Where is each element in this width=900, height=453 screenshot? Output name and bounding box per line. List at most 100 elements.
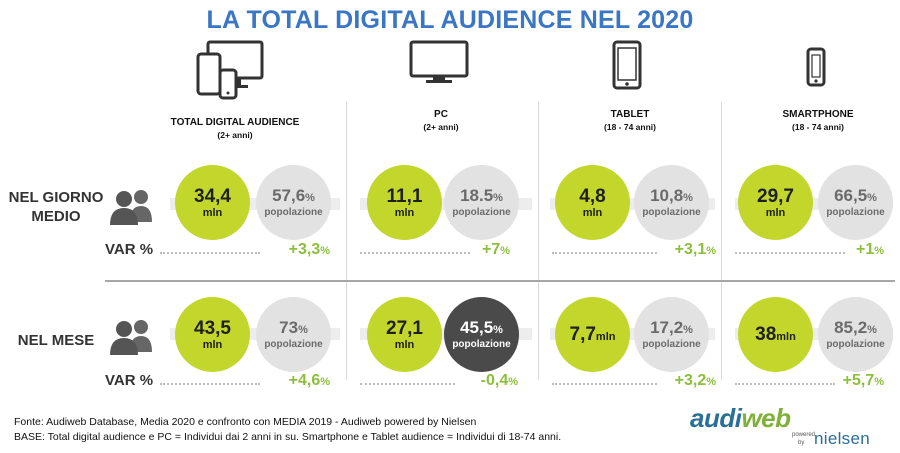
value-circle: 11,1 mln [367,165,442,240]
value-unit: mln [202,338,223,351]
logo-text-b: web [741,403,791,433]
pop-percent: 10,8 [650,185,684,205]
logo-text-a: audi [690,403,742,433]
value-circle: 27,1 mln [367,297,442,372]
column-header-name: PC [434,109,448,120]
row-label-line: NEL GIORNO [8,189,104,206]
people-icon [110,190,152,225]
percent-sign: % [867,191,877,204]
footer-base: BASE: Total digital audience e PC = Indi… [14,431,562,443]
dotted-leader [552,383,657,385]
pop-circle: 73% popolazione [256,297,331,372]
var-number: +3,2 [674,372,707,389]
pop-circle: 17,2% popolazione [634,297,709,372]
dotted-leader [160,252,260,254]
dotted-leader [360,252,470,254]
pop-label: popolazione [264,206,323,218]
dotted-leader [160,383,260,385]
row-label-giorno: NEL GIORNO MEDIO [8,188,104,226]
logo-by: by [798,440,805,446]
pop-label: popolazione [642,338,701,350]
value-unit: mln [394,338,415,351]
row-divider [105,280,895,282]
var-value: +7% [460,241,510,259]
column-header-sub: (18 - 74 anni) [792,122,844,132]
percent-sign: % [683,323,693,336]
value-number: 11,1 [386,185,423,207]
value-circle: 4,8 mln [555,165,630,240]
people-icon [110,320,152,355]
var-value: +3,1% [650,241,716,259]
audiweb-logo: audiweb powered by nielsen [690,404,890,450]
pop-percent: 18.5 [460,185,494,205]
logo-powered: powered [792,432,816,438]
percent-sign: % [320,376,330,388]
monitor-icon [409,40,469,83]
value-number: 43,5 [194,317,231,339]
dotted-leader [735,383,835,385]
pop-label: popolazione [452,206,511,218]
column-header-total: TOTAL DIGITAL AUDIENCE (2+ anni) [140,116,330,142]
var-number: +1 [855,241,875,258]
value-number: 4,8 [579,185,606,207]
var-number: -0,4 [480,372,509,389]
percent-sign: % [493,191,503,204]
percent-sign: % [508,376,518,388]
percent-sign: % [706,376,716,388]
pop-percent: 57,6 [272,185,306,205]
column-header-smartphone: SMARTPHONE (18 - 74 anni) [743,108,893,134]
pop-circle-highlight: 45,5% popolazione [444,297,519,372]
column-header-name: SMARTPHONE [782,109,854,120]
row-label-line: NEL MESE [17,332,95,349]
var-value: -0,4% [452,372,518,390]
pop-percent: 66,5 [834,185,868,205]
var-number: +7 [481,241,501,258]
column-header-sub: (2+ anni) [217,130,253,140]
percent-sign: % [874,245,884,257]
column-divider [346,102,347,380]
tablet-icon [612,40,642,90]
var-value: +3,2% [650,372,716,390]
var-value: +4,6% [262,372,330,390]
var-value: +5,7% [826,372,884,390]
var-label: VAR % [105,372,154,389]
pop-percent: 45,5 [460,317,494,337]
var-number: +5,7 [842,372,875,389]
dotted-leader [735,252,845,254]
value-number: 34,4 [194,185,231,207]
multi-device-icon [196,40,264,100]
dotted-leader [360,383,455,385]
percent-sign: % [320,245,330,257]
value-unit: mln [202,206,223,219]
percent-sign: % [867,323,877,336]
pop-circle: 18.5% popolazione [444,165,519,240]
value-unit: mln [582,206,603,219]
var-number: +3,1 [674,241,707,258]
percent-sign: % [874,376,884,388]
column-header-name: TOTAL DIGITAL AUDIENCE [170,117,300,128]
var-label: VAR % [105,241,154,258]
pop-circle: 10,8% popolazione [634,165,709,240]
pop-label: popolazione [826,206,885,218]
pop-label: popolazione [264,338,323,350]
percent-sign: % [500,245,510,257]
percent-sign: % [298,323,308,336]
column-header-sub: (18 - 74 anni) [604,122,656,132]
smartphone-icon [806,47,826,87]
column-divider [721,102,722,380]
value-circle: 7,7mln [555,297,630,372]
column-divider [538,102,539,380]
row-label-line: MEDIO [31,208,81,225]
pop-label: popolazione [826,338,885,350]
value-unit: mln [765,206,786,219]
value-circle: 38mln [738,297,813,372]
column-header-tablet: TABLET (18 - 74 anni) [555,108,705,134]
var-number: +3,3 [288,241,321,258]
pop-label: popolazione [642,206,701,218]
value-number: 38 [755,323,777,345]
value-number: 29,7 [757,185,794,207]
value-unit: mln [595,330,616,343]
var-number: +4,6 [288,372,321,389]
pop-percent: 73 [279,317,299,337]
pop-circle: 85,2% popolazione [818,297,893,372]
